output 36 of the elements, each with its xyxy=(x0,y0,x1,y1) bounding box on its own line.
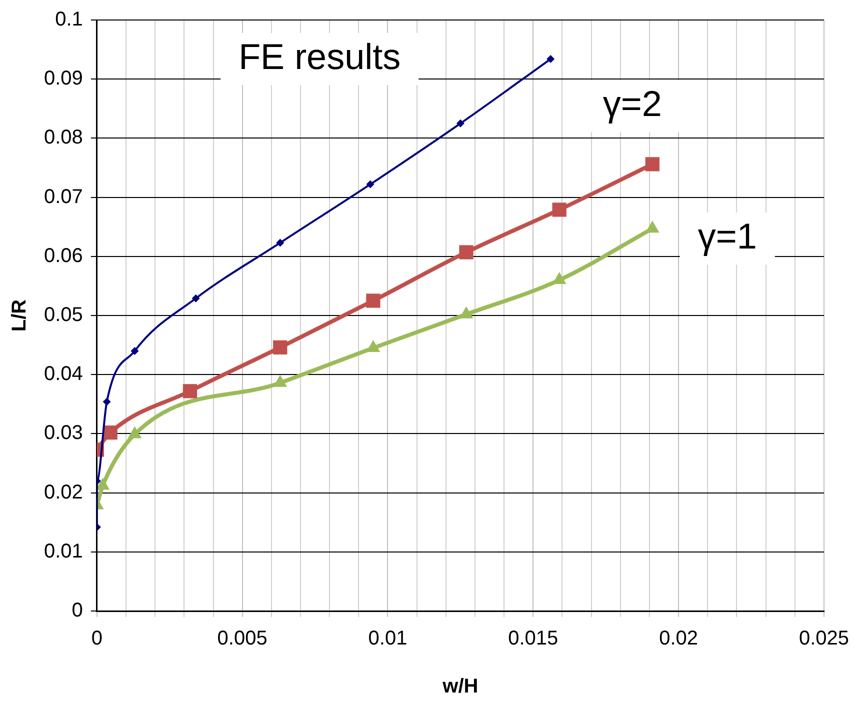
x-tick-label: 0 xyxy=(91,628,102,650)
point xyxy=(102,398,111,406)
y-tick-label: 0.01 xyxy=(44,540,83,562)
x-tick-label: 0.02 xyxy=(659,628,698,650)
x-tick-label: 0.005 xyxy=(217,628,268,650)
y-tick-label: 0.08 xyxy=(44,126,83,149)
series-label: γ=2 xyxy=(602,83,662,124)
x-tick-label: 0.015 xyxy=(508,628,558,650)
y-tick-label: 0.09 xyxy=(44,68,83,90)
y-tick-label: 0.07 xyxy=(44,186,83,208)
y-tick-label: 0 xyxy=(72,600,83,622)
y-tick-label: 0.1 xyxy=(55,8,83,31)
x-tick-label: 0.025 xyxy=(798,628,850,650)
point xyxy=(276,238,284,247)
y-tick-label: 0.06 xyxy=(44,244,83,267)
y-axis-title: L/R xyxy=(8,298,31,332)
x-tick-label: 0.01 xyxy=(368,628,408,650)
point xyxy=(459,245,474,260)
point xyxy=(552,202,566,217)
point xyxy=(456,119,464,128)
point xyxy=(192,294,200,302)
point xyxy=(366,294,380,308)
point xyxy=(366,180,374,188)
y-tick-label: 0.04 xyxy=(44,363,83,386)
point xyxy=(546,55,555,64)
series-label: γ=1 xyxy=(698,216,757,257)
point xyxy=(130,346,139,355)
y-tick-label: 0.03 xyxy=(44,422,83,444)
point xyxy=(273,340,288,354)
point xyxy=(645,157,660,172)
point xyxy=(103,425,118,440)
y-tick-label: 0.02 xyxy=(44,481,83,504)
text: FE results xyxy=(238,36,401,77)
y-tick-label: 0.05 xyxy=(44,304,83,326)
x-axis-title: w/H xyxy=(442,676,478,698)
point xyxy=(182,384,198,398)
